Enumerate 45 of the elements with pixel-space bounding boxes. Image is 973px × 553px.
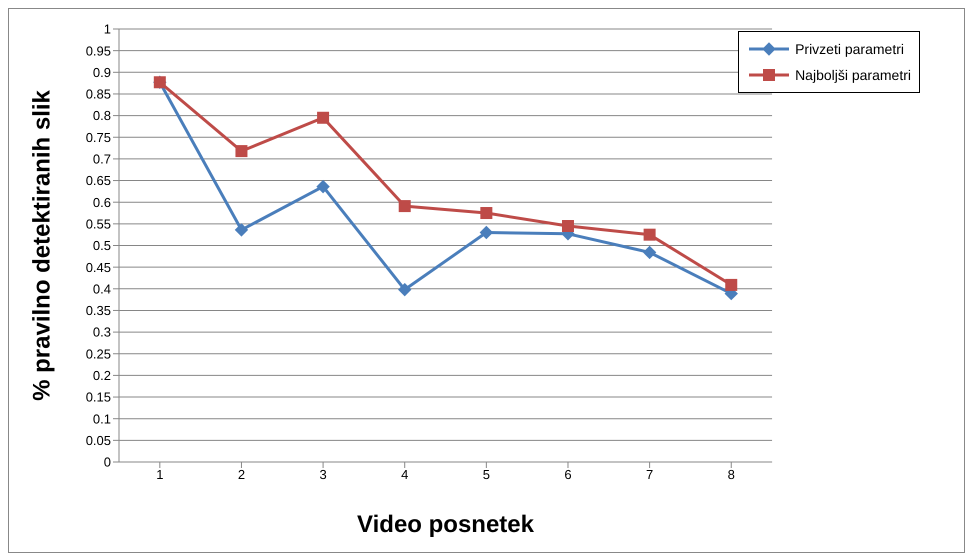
point (480, 226, 493, 240)
y-tick-label: 0.15 (86, 390, 111, 405)
x-tick-label: 2 (238, 467, 246, 482)
point (234, 223, 248, 236)
y-tick-label: 0.1 (92, 411, 111, 426)
x-tick-label: 5 (482, 467, 490, 482)
y-tick-label: 0.85 (86, 86, 111, 102)
point (725, 278, 738, 291)
point (235, 145, 248, 158)
y-tick-label: 0.7 (92, 152, 111, 167)
point (316, 180, 330, 194)
y-tick-label: 1 (104, 22, 111, 37)
legend-label: Najboljši parametri (795, 66, 911, 85)
y-tick-label: 0.95 (86, 43, 111, 58)
point (643, 246, 656, 259)
x-tick-label: 4 (401, 467, 408, 482)
y-tick-label: 0.35 (86, 303, 111, 318)
y-tick-label: 0.5 (92, 238, 111, 254)
y-tick-label: 0.65 (86, 173, 111, 188)
y-tick-label: 0.3 (92, 324, 111, 340)
y-tick-label: 0.05 (86, 432, 111, 448)
point (480, 207, 492, 220)
y-tick-label: 0.55 (86, 216, 111, 232)
point (644, 228, 656, 241)
point (562, 220, 574, 232)
y-tick-label: 0.25 (86, 346, 111, 362)
x-tick-label: 6 (564, 467, 572, 482)
x-tick-label: 1 (156, 467, 164, 482)
x-tick-label: 3 (319, 467, 327, 482)
point (398, 200, 411, 212)
y-tick-label: 0.2 (92, 368, 111, 384)
point (398, 283, 412, 296)
y-tick-label: 0.75 (86, 130, 111, 145)
y-tick-label: 0.8 (92, 108, 111, 124)
y-tick-label: 0.6 (92, 194, 111, 210)
point (317, 112, 330, 124)
y-axis-title: % pravilno detektiranih slik (28, 89, 56, 401)
y-tick-label: 0.4 (92, 281, 111, 296)
legend-label: Privzeti parametri (795, 40, 904, 59)
y-tick-label: 0.9 (92, 64, 111, 80)
x-tick-label: 8 (728, 467, 735, 482)
y-tick-label: 0.45 (86, 260, 111, 275)
y-tick-label: 0 (104, 454, 111, 470)
x-axis-title: Video posnetek (357, 511, 535, 538)
x-tick-label: 7 (646, 467, 654, 482)
